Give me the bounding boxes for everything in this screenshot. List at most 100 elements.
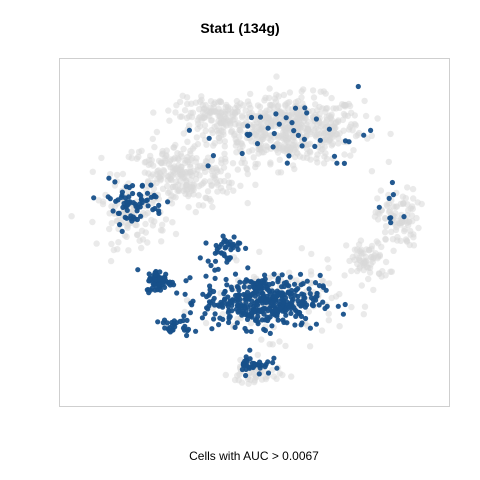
cell-point-high xyxy=(283,115,289,121)
cell-point-low xyxy=(275,169,282,176)
cell-point-low xyxy=(247,90,254,98)
cell-point-high xyxy=(167,279,173,285)
cell-point-low xyxy=(209,203,216,211)
cell-point-high xyxy=(263,361,269,368)
cell-point-high xyxy=(307,325,313,331)
cell-point-low xyxy=(172,141,179,149)
cell-point-low xyxy=(400,200,407,207)
cell-point-low xyxy=(169,183,176,191)
cell-point-high xyxy=(293,313,299,319)
cell-point-low xyxy=(201,122,209,129)
cell-point-low xyxy=(98,154,105,162)
cell-point-high xyxy=(239,150,245,157)
cell-point-high xyxy=(342,138,349,144)
cell-point-high xyxy=(181,313,187,319)
cell-point-high xyxy=(235,246,241,253)
cell-point-low xyxy=(138,244,145,252)
cell-point-high xyxy=(214,249,220,255)
cell-point-high xyxy=(146,271,152,277)
cell-point-low xyxy=(181,107,189,114)
cell-point-high xyxy=(137,201,143,207)
cell-point-high xyxy=(251,360,257,367)
cell-point-low xyxy=(203,194,210,202)
cell-point-high xyxy=(281,299,287,305)
cell-point-high xyxy=(134,208,140,214)
cell-point-high xyxy=(247,347,253,353)
cell-point-high xyxy=(255,321,261,327)
cell-point-high xyxy=(291,128,297,134)
cell-point-low xyxy=(300,86,307,93)
cell-point-low xyxy=(384,202,391,210)
cell-point-low xyxy=(151,218,158,225)
cell-point-low xyxy=(371,252,378,259)
cell-point-high xyxy=(271,130,277,137)
cell-point-low xyxy=(159,221,166,228)
cell-point-low xyxy=(288,373,295,380)
cell-point-high xyxy=(185,326,192,332)
cell-point-low xyxy=(156,173,163,181)
cell-point-low xyxy=(323,114,330,121)
cell-point-low xyxy=(187,161,194,168)
cell-point-high xyxy=(243,300,249,306)
cell-point-low xyxy=(244,199,251,207)
cell-point-high xyxy=(376,204,382,210)
cell-point-low xyxy=(165,161,173,168)
cell-point-high xyxy=(301,295,307,301)
cell-point-high xyxy=(202,311,208,317)
cell-point-low xyxy=(296,115,303,122)
cell-point-high xyxy=(257,114,264,120)
cell-point-high xyxy=(105,194,111,200)
cell-point-high xyxy=(203,273,209,279)
cell-point-low xyxy=(210,100,217,108)
cell-point-low xyxy=(402,195,409,202)
cell-point-high xyxy=(156,202,162,208)
cell-point-high xyxy=(235,293,241,299)
cell-point-low xyxy=(321,143,328,151)
cell-point-high xyxy=(258,287,264,293)
cell-point-high xyxy=(286,283,292,289)
cell-point-low xyxy=(381,214,389,222)
cell-point-high xyxy=(174,290,180,296)
cell-point-high xyxy=(155,319,161,325)
cell-point-low xyxy=(250,154,257,161)
cell-point-high xyxy=(134,216,140,223)
cell-point-low xyxy=(113,171,121,179)
cell-point-low xyxy=(410,195,417,202)
cell-point-low xyxy=(276,114,283,121)
cell-point-high xyxy=(262,327,268,334)
cell-point-low xyxy=(305,308,312,315)
cell-point-high xyxy=(275,317,281,323)
cell-point-low xyxy=(222,371,229,379)
cell-point-high xyxy=(259,317,265,323)
cell-point-high xyxy=(118,194,124,200)
cell-point-low xyxy=(193,134,200,141)
cell-point-high xyxy=(247,284,253,290)
cell-point-low xyxy=(211,123,218,130)
cell-point-high xyxy=(297,271,304,277)
cell-point-low xyxy=(184,100,191,108)
cell-point-high xyxy=(304,278,310,284)
cell-point-low xyxy=(280,91,288,99)
cell-point-low xyxy=(219,188,226,195)
cell-point-low xyxy=(261,97,268,104)
cell-point-low xyxy=(243,166,251,173)
cell-point-low xyxy=(397,221,404,228)
cell-point-low xyxy=(382,235,389,243)
cell-point-low xyxy=(309,87,317,94)
cell-point-high xyxy=(232,324,238,330)
cell-point-high xyxy=(248,328,254,335)
cell-point-high xyxy=(211,302,218,308)
cell-point-high xyxy=(275,276,281,282)
cell-point-low xyxy=(220,164,228,171)
cell-point-low xyxy=(267,159,274,166)
cell-point-high xyxy=(205,163,211,169)
cell-point-high xyxy=(270,144,276,150)
cell-point-low xyxy=(89,168,97,175)
cell-point-low xyxy=(153,128,161,136)
cell-point-low xyxy=(389,236,397,243)
cell-point-low xyxy=(128,154,135,162)
cell-point-low xyxy=(354,260,361,268)
cell-point-low xyxy=(298,94,305,101)
cell-point-low xyxy=(293,109,300,116)
cell-point-high xyxy=(147,276,153,282)
